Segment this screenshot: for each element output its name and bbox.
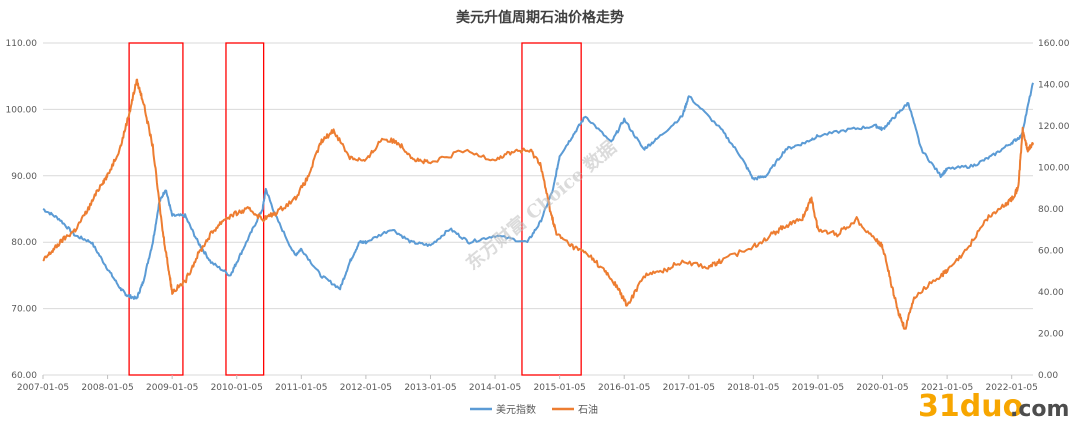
right-axis: 0.00 20.00 40.00 60.00 80.00 100.00 120.00 140.… — [1038, 39, 1070, 381]
x-tick-label: 2022-01-05 — [986, 383, 1038, 393]
chart-title: 美元升值周期石油价格走势 — [456, 9, 624, 26]
x-tick-label: 2014-01-05 — [469, 383, 521, 393]
x-tick-label: 2019-01-05 — [792, 383, 844, 393]
x-axis: 2007-01-05 2008-01-05 2009-01-05 2010-01-05… — [17, 375, 1038, 393]
right-tick-label: 20.00 — [1038, 330, 1064, 340]
right-tick-label: 100.00 — [1038, 164, 1070, 174]
x-tick-label: 2017-01-05 — [663, 383, 715, 393]
x-tick-label: 2018-01-05 — [727, 383, 779, 393]
x-tick-label: 2021-01-05 — [921, 383, 973, 393]
left-tick-label: 100.00 — [6, 105, 38, 115]
right-tick-label: 80.00 — [1038, 205, 1064, 215]
right-tick-label: 0.00 — [1038, 371, 1058, 381]
right-tick-label: 140.00 — [1038, 81, 1070, 91]
x-tick-label: 2008-01-05 — [81, 383, 133, 393]
logo-suffix: .com — [1010, 397, 1069, 422]
highlight-box — [521, 42, 582, 376]
left-tick-label: 60.00 — [11, 371, 37, 381]
right-tick-label: 40.00 — [1038, 288, 1064, 298]
left-tick-label: 110.00 — [6, 39, 38, 49]
legend: 美元指数 石油 — [470, 403, 598, 416]
x-tick-label: 2011-01-05 — [275, 383, 327, 393]
right-tick-label: 60.00 — [1038, 247, 1064, 257]
x-tick-label: 2016-01-05 — [598, 383, 650, 393]
x-tick-label: 2013-01-05 — [404, 383, 456, 393]
legend-label: 石油 — [578, 403, 598, 416]
x-tick-label: 2009-01-05 — [146, 383, 198, 393]
left-tick-label: 80.00 — [11, 238, 37, 248]
left-tick-label: 90.00 — [11, 172, 37, 182]
site-logo: 31duo .com — [918, 389, 1069, 424]
x-tick-label: 2015-01-05 — [533, 383, 585, 393]
highlight-boxes — [128, 42, 582, 376]
right-tick-label: 160.00 — [1038, 39, 1070, 49]
right-tick-label: 120.00 — [1038, 122, 1070, 132]
left-axis: 60.00 70.00 80.00 90.00 100.00 110.00 — [6, 39, 38, 381]
left-tick-label: 70.00 — [11, 305, 37, 315]
highlight-box — [128, 42, 184, 376]
logo-text: 31duo — [918, 389, 1023, 424]
x-tick-label: 2020-01-05 — [856, 383, 908, 393]
legend-label: 美元指数 — [496, 403, 536, 416]
x-tick-label: 2007-01-05 — [17, 383, 69, 393]
series-lines — [42, 78, 1034, 330]
series-line-usd-index — [42, 82, 1034, 300]
x-tick-label: 2010-01-05 — [211, 383, 263, 393]
x-tick-label: 2012-01-05 — [340, 383, 392, 393]
series-line-oil — [42, 78, 1034, 330]
